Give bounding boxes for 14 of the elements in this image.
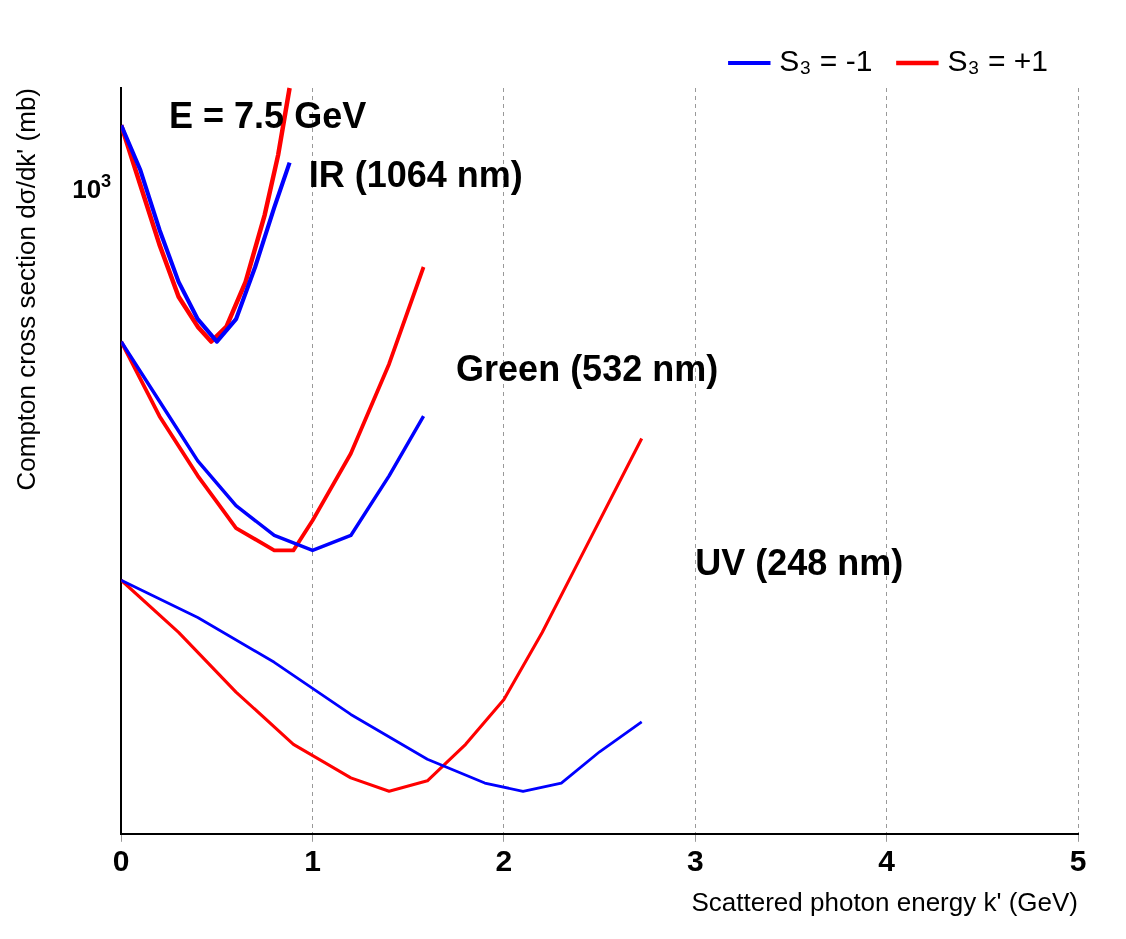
x-tick-label: 3 — [686, 844, 704, 878]
x-tick-label: 2 — [495, 844, 513, 878]
annotation: Green (532 nm) — [456, 348, 719, 390]
legend-label: S₃ = +1 — [947, 44, 1048, 78]
x-tick-label: 4 — [878, 844, 896, 878]
x-axis-title: Scattered photon energy k' (GeV) — [691, 886, 1078, 917]
x-tick-label: 1 — [304, 844, 321, 878]
x-tick-label: 5 — [1069, 844, 1087, 878]
annotation: UV (248 nm) — [695, 542, 904, 584]
annotation: E = 7.5 GeV — [169, 94, 367, 136]
y-axis-title: Compton cross section dσ/dk' (mb) — [10, 88, 41, 491]
legend-label: S₃ = -1 — [779, 44, 873, 78]
annotation: IR (1064 nm) — [308, 154, 523, 196]
x-tick-label: 0 — [112, 844, 130, 878]
